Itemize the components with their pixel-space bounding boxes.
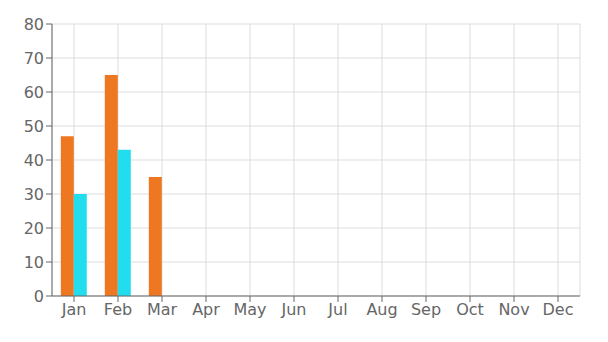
svg-text:Jan: Jan — [61, 300, 87, 319]
svg-text:80: 80 — [24, 15, 44, 34]
svg-text:Jul: Jul — [327, 300, 347, 319]
svg-text:Nov: Nov — [498, 300, 529, 319]
svg-text:Dec: Dec — [543, 300, 574, 319]
svg-text:70: 70 — [24, 49, 44, 68]
svg-text:Apr: Apr — [192, 300, 220, 319]
svg-text:50: 50 — [24, 117, 44, 136]
svg-text:Aug: Aug — [366, 300, 397, 319]
svg-text:30: 30 — [24, 185, 44, 204]
svg-text:Oct: Oct — [456, 300, 484, 319]
svg-text:10: 10 — [24, 253, 44, 272]
svg-text:Mar: Mar — [147, 300, 178, 319]
svg-text:Sep: Sep — [411, 300, 441, 319]
svg-text:May: May — [233, 300, 266, 319]
svg-text:0: 0 — [34, 287, 44, 306]
svg-text:20: 20 — [24, 219, 44, 238]
svg-text:Jun: Jun — [281, 300, 307, 319]
svg-text:40: 40 — [24, 151, 44, 170]
svg-text:Feb: Feb — [104, 300, 132, 319]
svg-text:60: 60 — [24, 83, 44, 102]
